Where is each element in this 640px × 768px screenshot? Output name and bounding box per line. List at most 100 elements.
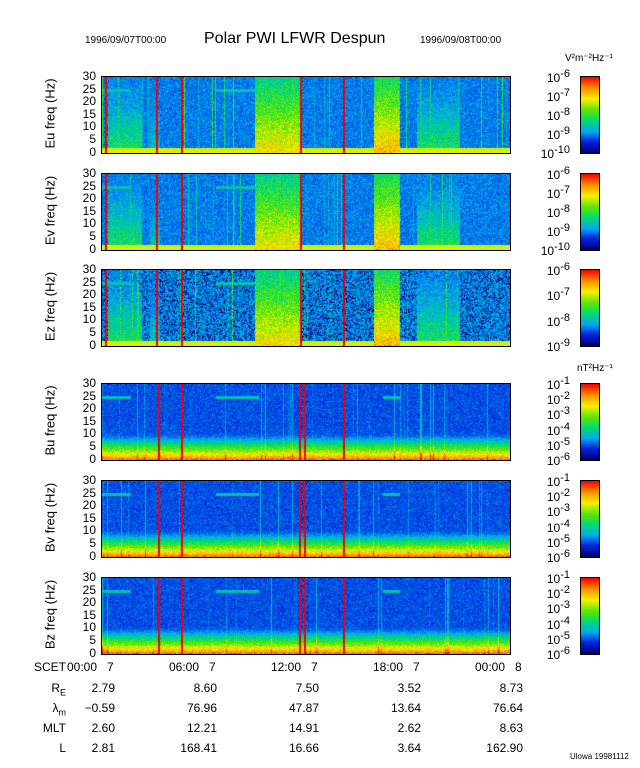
exponent: -6 xyxy=(560,165,570,177)
footer-credit: Ulowa 19981112 xyxy=(570,752,629,761)
ephemeris-value: 8.63 xyxy=(499,721,523,735)
x-tick-time: 12:00 xyxy=(271,660,302,674)
spectrogram-image xyxy=(102,77,510,153)
exponent: -7 xyxy=(560,184,570,196)
x-tick-label: 06:00 7 xyxy=(169,660,216,674)
colorbar-tick: 10-1 xyxy=(546,472,570,489)
spectrogram-panel-bz xyxy=(101,577,511,655)
exponent: -5 xyxy=(560,532,570,545)
colorbar-tick: 10-8 xyxy=(546,106,570,123)
e-units: V²m⁻²Hz⁻¹ xyxy=(565,53,613,64)
spectrogram-panel-ev xyxy=(101,173,511,251)
y-tick-label: 30 xyxy=(82,166,96,180)
ephemeris-label: RE xyxy=(30,681,66,697)
exponent: -6 xyxy=(560,451,570,463)
colorbar-tick: 10-5 xyxy=(546,532,570,550)
y-axis-label: Ev freq (Hz) xyxy=(42,175,58,246)
ephemeris-value: 14.91 xyxy=(288,721,319,735)
colorbar-tick: 10-2 xyxy=(546,390,570,408)
y-tick-label: 30 xyxy=(82,376,96,390)
start-time: 1996/09/07T00:00 xyxy=(85,35,167,46)
exponent: -6 xyxy=(560,261,570,273)
x-tick-time: 06:00 xyxy=(169,660,200,674)
x-tick-day: 7 xyxy=(107,660,114,674)
spectrogram-panel-bv xyxy=(101,480,511,558)
exponent: -9 xyxy=(560,222,570,234)
x-tick-label: 00:00 7 xyxy=(67,660,114,674)
colorbar-tick: 10-5 xyxy=(546,629,570,647)
colorbar-tick: 10-4 xyxy=(546,420,570,438)
spectrogram-panel-eu xyxy=(101,76,511,154)
colorbar-tick: 10-1 xyxy=(546,569,570,586)
y-tick-label: 20 xyxy=(82,498,96,513)
y-tick-label: 5 xyxy=(89,325,96,339)
y-tick-label: 0 xyxy=(89,548,96,563)
y-tick-label: 10 xyxy=(82,119,96,134)
y-tick-label: 15 xyxy=(82,413,96,428)
y-tick-label: 20 xyxy=(82,191,96,206)
exponent: -10 xyxy=(554,241,570,253)
exponent: -4 xyxy=(560,614,570,627)
colorbar-tick: 10-10 xyxy=(540,144,570,161)
exponent: -8 xyxy=(560,106,570,118)
colorbar-bu xyxy=(580,383,600,461)
label-sub: m xyxy=(58,707,67,718)
y-tick-label: 25 xyxy=(82,388,96,403)
colorbar-tick: 10-9 xyxy=(546,125,570,142)
label-text: L xyxy=(59,741,66,755)
exponent: -5 xyxy=(560,435,570,448)
exponent: -2 xyxy=(560,487,570,500)
ephemeris-value: 8.73 xyxy=(499,681,523,695)
spectrogram-image xyxy=(102,270,510,346)
colorbar-tick: 10-4 xyxy=(546,614,570,632)
exponent: -3 xyxy=(560,599,570,612)
ephemeris-value: 3.64 xyxy=(397,741,421,755)
y-tick-label: 25 xyxy=(82,274,96,289)
x-tick-time: 00:00 xyxy=(475,660,506,674)
y-tick-label: 0 xyxy=(89,144,96,159)
y-tick-label: 15 xyxy=(82,510,96,525)
y-tick-label: 10 xyxy=(82,426,96,441)
y-tick-label: 5 xyxy=(89,633,96,647)
colorbar-tick: 10-3 xyxy=(546,405,570,423)
exponent: -3 xyxy=(560,405,570,418)
y-axis-label: Bu freq (Hz) xyxy=(42,385,58,456)
y-tick-label: 25 xyxy=(82,582,96,597)
exponent: -2 xyxy=(560,390,570,403)
colorbar-tick: 10-8 xyxy=(546,203,570,220)
exponent: -6 xyxy=(560,548,570,560)
y-tick-label: 5 xyxy=(89,536,96,550)
exponent: -1 xyxy=(560,472,570,484)
ephemeris-value: 2.60 xyxy=(91,721,115,735)
ephemeris-value: 162.90 xyxy=(486,741,523,755)
exponent: -8 xyxy=(560,311,570,324)
label-text: MLT xyxy=(42,721,66,735)
label-text: R xyxy=(51,681,60,695)
x-tick-day: 7 xyxy=(311,660,318,674)
ephemeris-value: 76.64 xyxy=(492,701,523,715)
y-tick-label: 5 xyxy=(89,439,96,453)
colorbar-tick: 10-10 xyxy=(540,241,570,258)
exponent: -10 xyxy=(554,144,570,156)
ephemeris-value: −0.59 xyxy=(84,701,115,715)
exponent: -9 xyxy=(560,125,570,137)
y-tick-label: 30 xyxy=(82,69,96,83)
y-axis-label: Ez freq (Hz) xyxy=(42,271,58,342)
exponent: -6 xyxy=(560,68,570,80)
y-tick-label: 10 xyxy=(82,620,96,635)
y-axis-label: Eu freq (Hz) xyxy=(42,78,58,149)
spectrogram-image xyxy=(102,174,510,250)
exponent: -7 xyxy=(560,286,570,299)
ephemeris-value: 7.50 xyxy=(295,681,319,695)
colorbar-ev xyxy=(580,173,600,251)
y-tick-label: 10 xyxy=(82,523,96,538)
colorbar-tick: 10-6 xyxy=(546,451,570,468)
colorbar-tick: 10-2 xyxy=(546,487,570,505)
colorbar-tick: 10-9 xyxy=(546,337,570,354)
x-tick-label: 00:00 8 xyxy=(475,660,522,674)
y-tick-label: 25 xyxy=(82,485,96,500)
exponent: -5 xyxy=(560,629,570,642)
spectrogram-image xyxy=(102,384,510,460)
exponent: -1 xyxy=(560,375,570,387)
colorbar-tick: 10-8 xyxy=(546,311,570,329)
